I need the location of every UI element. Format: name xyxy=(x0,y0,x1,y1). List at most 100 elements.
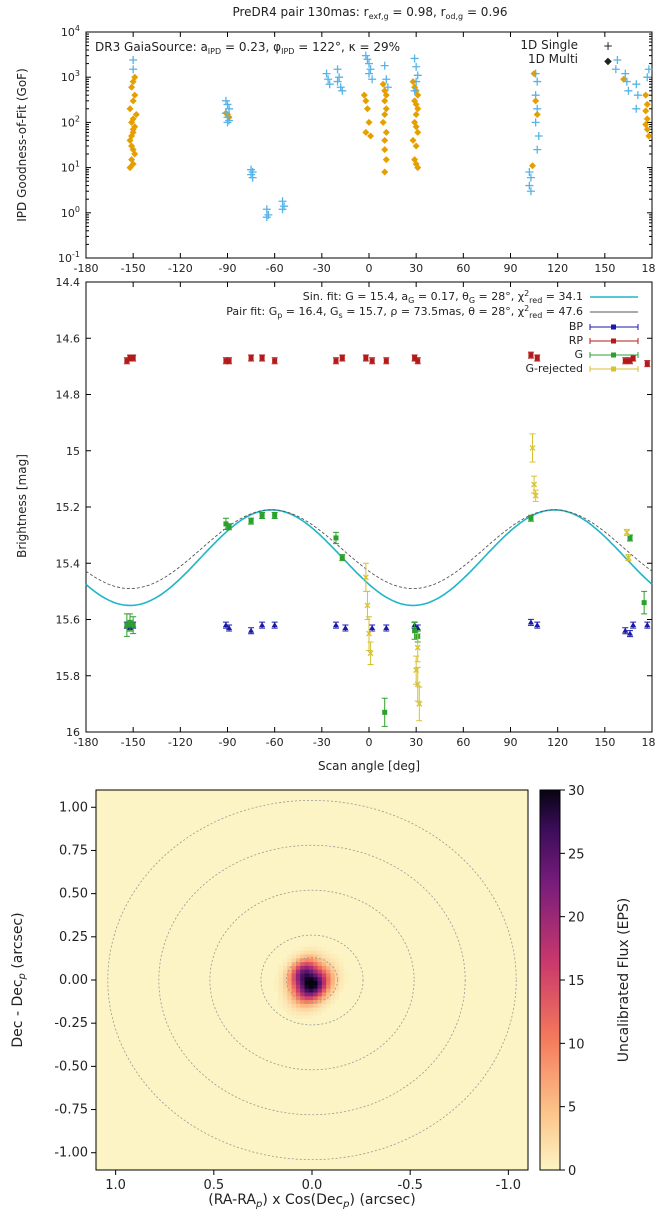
flux-pixel xyxy=(295,1003,301,1008)
flux-pixel xyxy=(299,1014,305,1020)
gof-x-tick-label: -90 xyxy=(219,262,237,275)
flux-pixel xyxy=(334,976,340,982)
flux-pixel xyxy=(338,988,344,993)
gof-x-tick-label: -60 xyxy=(266,262,284,275)
brightness-point-rp xyxy=(622,358,628,364)
flux-pixel xyxy=(334,957,340,963)
flux-pixel xyxy=(299,995,305,1001)
brightness-point-rp xyxy=(223,358,229,364)
flux-pixel xyxy=(291,969,296,974)
flux-map-x-axis-label: (RA-RAp) x Cos(Decp) (arcsec) xyxy=(208,1192,415,1210)
flux-pixel xyxy=(321,976,327,982)
flux-pixel xyxy=(295,954,301,959)
flux-pixel xyxy=(338,976,344,982)
flux-pixel xyxy=(317,973,322,978)
flux-pixel xyxy=(286,973,292,978)
gof-x-tick-label: -150 xyxy=(121,262,146,275)
flux-pixel xyxy=(334,969,340,974)
brightness-point-g xyxy=(339,555,345,561)
flux-map-image xyxy=(273,942,348,1020)
gof-point-1d-single xyxy=(365,69,373,78)
flux-pixel xyxy=(321,965,327,970)
flux-pixel xyxy=(330,973,335,978)
flux-pixel xyxy=(304,980,309,985)
flux-pixel xyxy=(308,995,314,1001)
brightness-y-tick-label: 15.6 xyxy=(56,614,81,627)
brightness-point-g-rejected xyxy=(362,574,369,581)
flux-pixel xyxy=(282,980,288,985)
flux-pixel xyxy=(312,1011,318,1016)
gof-point-1d-multi xyxy=(132,110,140,118)
flux-pixel xyxy=(308,954,314,959)
gof-point-1d-multi xyxy=(363,105,371,113)
flux-pixel xyxy=(304,950,309,955)
gof-point-1d-single xyxy=(533,145,542,154)
flux-pixel xyxy=(291,957,296,963)
brightness-x-tick-label: -90 xyxy=(219,736,237,749)
gof-point-1d-single xyxy=(333,77,342,86)
flux-pixel xyxy=(291,950,296,955)
flux-pixel xyxy=(334,988,340,993)
colorbar-tick-label: 20 xyxy=(568,911,585,926)
flux-pixel xyxy=(321,973,327,978)
flux-pixel xyxy=(286,961,292,966)
flux-pixel xyxy=(325,980,331,985)
brightness-point-g-rejected xyxy=(414,644,421,651)
brightness-x-tick-label: -30 xyxy=(313,736,331,749)
flux-map-ring xyxy=(286,957,338,1003)
flux-pixel xyxy=(295,946,301,951)
flux-pixel xyxy=(286,965,292,970)
flux-pixel xyxy=(343,976,348,982)
gof-point-1d-single xyxy=(363,55,372,64)
flux-pixel xyxy=(282,969,288,974)
brightness-point-g-rejected xyxy=(529,444,536,451)
gof-point-1d-single xyxy=(526,173,535,182)
gof-point-1d-multi xyxy=(128,83,136,91)
brightness-point-g xyxy=(382,709,388,715)
flux-pixel xyxy=(295,973,301,978)
flux-pixel xyxy=(299,980,305,985)
brightness-panel: -180 -150 -120 -90 -60 -30 0 30 60 90 120 150 180 14.… xyxy=(15,276,655,773)
flux-map-ring xyxy=(209,889,415,1071)
gof-point-1d-single xyxy=(632,80,641,89)
brightness-point-g-rejected xyxy=(532,492,539,499)
gof-point-1d-multi xyxy=(379,118,387,126)
gof-point-1d-single xyxy=(278,205,287,214)
flux-pixel xyxy=(330,988,335,993)
brightness-point-g xyxy=(412,628,418,634)
brightness-point-g-rejected xyxy=(625,554,632,561)
gof-point-1d-single xyxy=(413,71,422,80)
flux-pixel xyxy=(325,1003,331,1008)
flux-pixel xyxy=(291,954,296,959)
gof-y-axis-label: IPD Goodness-of-Fit (GoF) xyxy=(15,68,29,222)
gof-point-1d-single xyxy=(525,181,534,190)
flux-pixel xyxy=(291,976,296,982)
flux-pixel xyxy=(330,961,335,966)
gof-point-1d-single xyxy=(333,65,342,74)
gof-point-1d-single xyxy=(633,91,642,100)
gof-point-1d-single xyxy=(611,65,620,74)
flux-pixel xyxy=(282,1003,288,1008)
flux-pixel xyxy=(299,1007,305,1012)
brightness-point-bp xyxy=(271,622,278,628)
flux-pixel xyxy=(325,969,331,974)
flux-pixel xyxy=(312,973,318,978)
flux-pixel xyxy=(317,965,322,970)
flux-pixel xyxy=(317,992,322,997)
gof-point-1d-single xyxy=(525,167,534,176)
gof-point-1d-multi xyxy=(382,105,390,113)
flux-pixel xyxy=(317,1011,322,1016)
brightness-point-g xyxy=(641,600,647,606)
flux-pixel xyxy=(334,984,340,989)
flux-pixel xyxy=(295,950,301,955)
flux-map-y-tick-label: 0.75 xyxy=(59,843,88,858)
flux-pixel xyxy=(278,984,283,989)
flux-pixel xyxy=(343,969,348,974)
flux-pixel xyxy=(286,995,292,1001)
flux-pixel xyxy=(291,1003,296,1008)
gof-point-1d-multi xyxy=(382,156,390,164)
flux-map-ring xyxy=(260,934,364,1026)
brightness-x-tick-label: -150 xyxy=(121,736,146,749)
brightness-point-bp xyxy=(527,619,534,625)
